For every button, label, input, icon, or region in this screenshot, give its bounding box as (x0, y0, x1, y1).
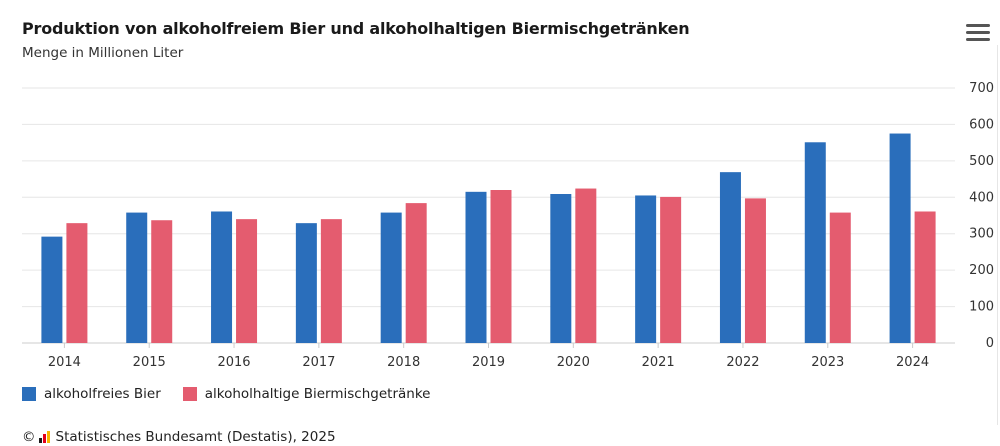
y-tick-label: 200 (969, 263, 994, 278)
bar (490, 190, 512, 343)
y-tick-label: 300 (969, 227, 994, 242)
bar (151, 220, 173, 343)
bar (744, 198, 766, 343)
y-tick-label: 600 (969, 117, 994, 132)
y-tick-label: 500 (969, 154, 994, 169)
bar (829, 212, 851, 343)
source-text: Statistisches Bundesamt (Destatis), 2025 (55, 429, 336, 445)
y-tick-label: 0 (986, 336, 994, 351)
bar (211, 211, 233, 343)
x-tick-label: 2019 (472, 355, 505, 370)
x-tick-label: 2020 (557, 355, 590, 370)
y-tick-label: 400 (969, 190, 994, 205)
y-tick-label: 700 (969, 81, 994, 96)
hamburger-menu-icon[interactable] (966, 24, 990, 46)
legend-label: alkoholfreies Bier (44, 386, 161, 402)
bar (889, 133, 911, 343)
x-tick-label: 2022 (726, 355, 759, 370)
bar (405, 203, 427, 343)
chart-title: Produktion von alkoholfreiem Bier und al… (22, 19, 690, 38)
x-tick-label: 2018 (387, 355, 420, 370)
legend-label: alkoholhaltige Biermischgetränke (204, 386, 431, 402)
bar (660, 196, 682, 343)
x-tick-label: 2023 (811, 355, 844, 370)
source-line: © Statistisches Bundesamt (Destatis), 20… (22, 429, 336, 445)
bar (126, 212, 148, 343)
bar (380, 212, 402, 343)
bar (575, 188, 597, 343)
bar (41, 236, 63, 343)
x-tick-label: 2014 (48, 355, 81, 370)
copyright-symbol: © (22, 429, 36, 445)
x-tick-label: 2015 (133, 355, 166, 370)
destatis-logo-icon (38, 431, 51, 443)
bar (465, 191, 487, 343)
x-tick-label: 2021 (642, 355, 675, 370)
chart-border (997, 45, 998, 425)
bar (550, 194, 572, 343)
x-tick-label: 2017 (302, 355, 335, 370)
bar (635, 195, 657, 343)
chart-subtitle: Menge in Millionen Liter (22, 45, 184, 61)
bar (295, 223, 317, 343)
x-tick-label: 2016 (217, 355, 250, 370)
bar (719, 172, 741, 343)
chart-legend: alkoholfreies Bier alkoholhaltige Biermis… (22, 386, 452, 402)
legend-item[interactable]: alkoholfreies Bier (22, 386, 161, 402)
legend-item[interactable]: alkoholhaltige Biermischgetränke (182, 386, 431, 402)
y-tick-label: 100 (969, 300, 994, 315)
bar (914, 211, 936, 343)
bar (320, 219, 342, 343)
bar (66, 223, 88, 343)
legend-swatch (22, 387, 36, 401)
bar (236, 219, 258, 343)
legend-swatch (182, 387, 197, 401)
x-tick-label: 2024 (896, 355, 929, 370)
bar (804, 142, 826, 343)
